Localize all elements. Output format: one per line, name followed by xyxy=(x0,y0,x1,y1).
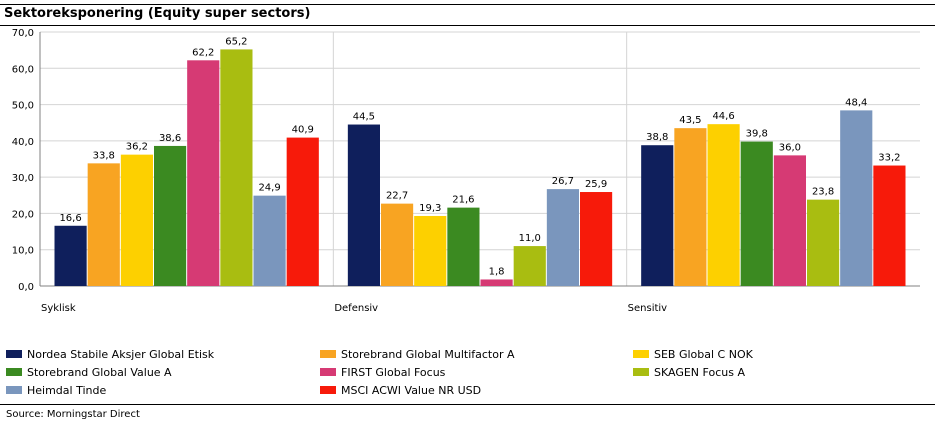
legend-item: MSCI ACWI Value NR USD xyxy=(320,382,481,398)
data-label: 65,2 xyxy=(225,36,247,47)
legend-swatch xyxy=(633,368,649,376)
legend-label: Nordea Stabile Aksjer Global Etisk xyxy=(27,347,215,361)
y-tick-label: 0,0 xyxy=(18,282,34,293)
bar xyxy=(873,165,906,286)
bar xyxy=(707,124,740,286)
y-tick-label: 30,0 xyxy=(12,173,34,184)
bar xyxy=(220,49,253,286)
bar xyxy=(674,128,707,286)
data-label: 25,9 xyxy=(585,179,607,190)
legend-swatch xyxy=(6,386,22,394)
top-rule xyxy=(0,4,935,5)
legend-label: MSCI ACWI Value NR USD xyxy=(341,383,482,397)
legend-item: Storebrand Global Multifactor A xyxy=(320,346,515,362)
data-label: 36,2 xyxy=(126,142,148,153)
legend-item: Heimdal Tinde xyxy=(6,382,106,398)
data-label: 26,7 xyxy=(552,176,574,187)
data-label: 43,5 xyxy=(679,115,701,126)
bar-chart: 0,0 10,0 20,0 30,0 40,0 50,0 60,0 70,0 16,6 33,8 3… xyxy=(12,28,920,314)
data-label: 36,0 xyxy=(779,142,801,153)
data-label: 11,0 xyxy=(519,233,541,244)
bar xyxy=(740,141,773,286)
source-note: Source: Morningstar Direct xyxy=(6,409,140,420)
data-label: 22,7 xyxy=(386,191,408,202)
data-label: 21,6 xyxy=(452,195,474,206)
category-label: Syklisk xyxy=(41,303,76,314)
bar xyxy=(187,60,220,286)
y-tick-label: 10,0 xyxy=(12,246,34,257)
legend-swatch xyxy=(633,350,649,358)
legend-item: SEB Global C NOK xyxy=(633,346,753,362)
y-tick-label: 60,0 xyxy=(12,64,34,75)
category-label: Defensiv xyxy=(334,303,378,314)
data-label: 62,2 xyxy=(192,47,214,58)
data-label: 33,2 xyxy=(878,153,900,164)
legend-item: SKAGEN Focus A xyxy=(633,364,745,380)
legend-label: Storebrand Global Value A xyxy=(27,365,172,379)
y-tick-label: 40,0 xyxy=(12,137,34,148)
y-tick-label: 50,0 xyxy=(12,101,34,112)
legend-label: Storebrand Global Multifactor A xyxy=(341,347,515,361)
data-label: 38,6 xyxy=(159,133,181,144)
bar xyxy=(480,279,513,286)
legend-item: FIRST Global Focus xyxy=(320,364,445,380)
legend-label: Heimdal Tinde xyxy=(27,383,107,397)
data-label: 16,6 xyxy=(59,213,81,224)
bar xyxy=(54,225,87,286)
bar xyxy=(641,145,674,286)
data-label: 24,9 xyxy=(258,183,280,194)
legend-swatch xyxy=(6,350,22,358)
bar xyxy=(414,215,447,286)
legend-label: SKAGEN Focus A xyxy=(654,365,745,379)
data-label: 38,8 xyxy=(646,132,668,143)
legend: Nordea Stabile Aksjer Global Etisk Storeb… xyxy=(0,344,935,400)
data-label: 48,4 xyxy=(845,97,867,108)
bar xyxy=(120,154,153,286)
source-divider xyxy=(0,404,935,405)
y-tick-label: 70,0 xyxy=(12,28,34,39)
data-label: 44,6 xyxy=(712,111,734,122)
bar xyxy=(286,137,319,286)
data-label: 1,8 xyxy=(489,266,505,277)
legend-label: FIRST Global Focus xyxy=(341,365,446,379)
y-tick-label: 20,0 xyxy=(12,209,34,220)
data-label: 39,8 xyxy=(746,129,768,140)
bar xyxy=(154,145,187,286)
legend-swatch xyxy=(6,368,22,376)
bar xyxy=(347,124,380,287)
chart-title: Sektoreksponering (Equity super sectors) xyxy=(4,6,311,21)
bar xyxy=(513,246,546,286)
data-label: 23,8 xyxy=(812,187,834,198)
data-label: 44,5 xyxy=(353,112,375,123)
bar xyxy=(253,195,286,286)
data-label: 19,3 xyxy=(419,203,441,214)
legend-item: Storebrand Global Value A xyxy=(6,364,172,380)
data-label: 40,9 xyxy=(292,125,314,136)
legend-item: Nordea Stabile Aksjer Global Etisk xyxy=(6,346,214,362)
bar xyxy=(773,155,806,286)
category-label: Sensitiv xyxy=(628,303,668,314)
bar xyxy=(546,189,579,286)
title-divider xyxy=(0,25,935,26)
bar xyxy=(381,203,414,286)
data-label: 33,8 xyxy=(93,150,115,161)
legend-swatch xyxy=(320,350,336,358)
bar xyxy=(447,207,480,286)
legend-swatch xyxy=(320,368,336,376)
legend-swatch xyxy=(320,386,336,394)
bar xyxy=(807,199,840,286)
bar xyxy=(580,192,613,286)
bar xyxy=(87,163,120,286)
bar xyxy=(840,110,873,287)
legend-label: SEB Global C NOK xyxy=(654,347,753,361)
